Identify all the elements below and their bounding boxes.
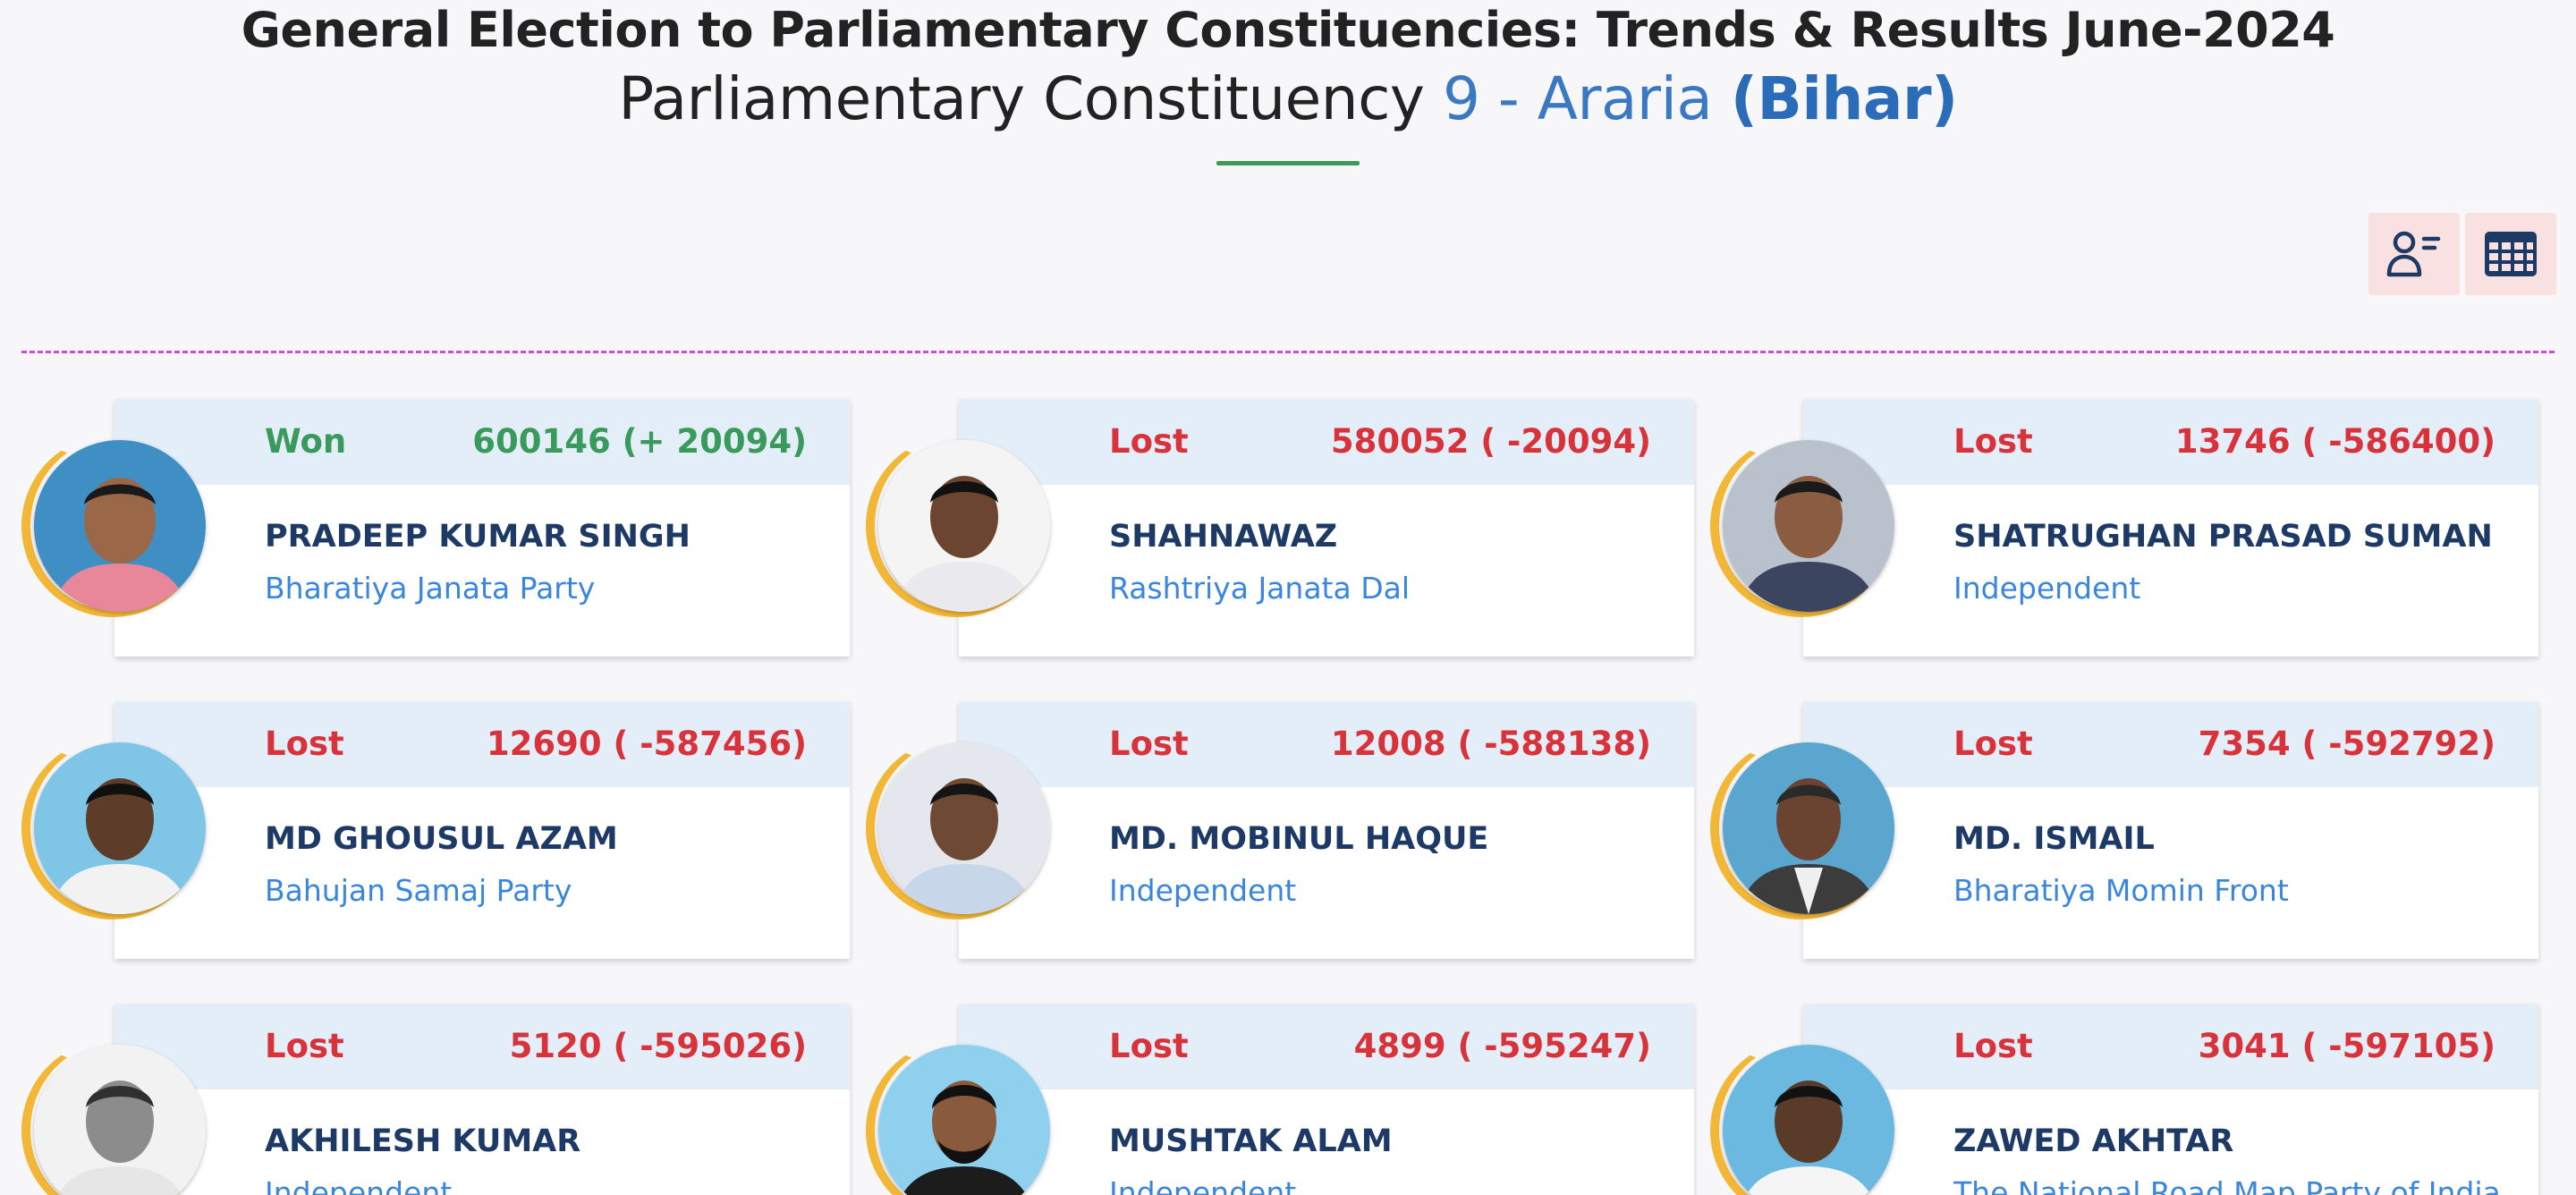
candidate-photo (34, 440, 206, 612)
party-name: The National Road Map Party of India (1953, 1175, 2501, 1195)
candidate-card[interactable]: Lost 5120 ( -595026) AKHILESH KUMAR Inde… (21, 1004, 850, 1195)
card-header: Lost 3041 ( -597105) (1803, 1004, 2538, 1089)
photo-ring (866, 435, 1048, 617)
result-status: Lost (1109, 422, 1189, 461)
candidate-name: ZAWED AKHTAR (1953, 1123, 2234, 1159)
candidate-card[interactable]: Lost 580052 ( -20094) SHAHNAWAZ Rashtriy… (866, 399, 1694, 658)
card-header: Lost 5120 ( -595026) (114, 1004, 850, 1089)
heading-underline (1216, 161, 1360, 165)
candidate-card[interactable]: Lost 3041 ( -597105) ZAWED AKHTAR The Na… (1710, 1004, 2538, 1195)
card-body: Lost 580052 ( -20094) SHAHNAWAZ Rashtriy… (959, 399, 1694, 657)
card-header: Lost 7354 ( -592792) (1803, 701, 2538, 787)
candidate-card[interactable]: Lost 12690 ( -587456) MD GHOUSUL AZAM Ba… (21, 701, 850, 961)
vote-count: 12008 ( -588138) (1330, 725, 1651, 763)
candidate-name: SHAHNAWAZ (1109, 519, 1338, 555)
card-body: Lost 5120 ( -595026) AKHILESH KUMAR Inde… (114, 1004, 850, 1195)
vote-count: 600146 (+ 20094) (472, 422, 807, 461)
candidate-photo (1723, 742, 1894, 914)
party-name: Independent (1109, 873, 1297, 908)
candidate-card[interactable]: Lost 12008 ( -588138) MD. MOBINUL HAQUE … (866, 701, 1694, 961)
candidate-name: MD. ISMAIL (1953, 821, 2155, 857)
candidate-name: MUSHTAK ALAM (1109, 1123, 1393, 1159)
card-header: Lost 4899 ( -595247) (959, 1004, 1694, 1089)
result-status: Lost (1953, 1027, 2033, 1065)
result-status: Lost (1109, 1027, 1189, 1065)
vote-count: 3041 ( -597105) (2198, 1027, 2496, 1065)
candidate-photo (1723, 1045, 1894, 1195)
result-status: Lost (1953, 725, 2033, 763)
party-name: Independent (1109, 1175, 1297, 1195)
candidate-photo (34, 1045, 206, 1195)
result-status: Won (265, 422, 347, 461)
candidate-card[interactable]: Lost 7354 ( -592792) MD. ISMAIL Bharatiy… (1710, 701, 2538, 961)
constituency-state: (Bihar) (1730, 64, 1958, 133)
result-status: Lost (265, 1027, 344, 1065)
photo-ring (1710, 435, 1893, 617)
candidate-photo (34, 742, 206, 914)
card-body: Lost 12690 ( -587456) MD GHOUSUL AZAM Ba… (114, 701, 850, 959)
candidate-photo (878, 1045, 1050, 1195)
party-name: Bharatiya Momin Front (1953, 873, 2289, 908)
candidate-photo (1723, 440, 1894, 612)
party-name: Independent (265, 1175, 453, 1195)
photo-ring (21, 1039, 204, 1195)
vote-count: 7354 ( -592792) (2198, 725, 2496, 763)
candidate-photo (878, 440, 1050, 612)
candidate-name: AKHILESH KUMAR (265, 1123, 581, 1159)
card-body: Lost 7354 ( -592792) MD. ISMAIL Bharatiy… (1803, 701, 2538, 959)
party-name: Bahujan Samaj Party (265, 873, 572, 908)
card-body: Lost 4899 ( -595247) MUSHTAK ALAM Indepe… (959, 1004, 1694, 1195)
constituency-prefix: Parliamentary Constituency (618, 64, 1425, 133)
vote-count: 4899 ( -595247) (1353, 1027, 1651, 1065)
photo-ring (866, 1039, 1048, 1195)
party-name: Rashtriya Janata Dal (1109, 571, 1410, 606)
vote-count: 580052 ( -20094) (1330, 422, 1651, 461)
candidate-name: MD. MOBINUL HAQUE (1109, 821, 1489, 857)
vote-count: 12690 ( -587456) (486, 725, 807, 763)
candidate-view-button[interactable] (2368, 213, 2460, 295)
candidate-card[interactable]: Lost 4899 ( -595247) MUSHTAK ALAM Indepe… (866, 1004, 1694, 1195)
table-view-button[interactable] (2465, 213, 2556, 295)
vote-count: 13746 ( -586400) (2174, 422, 2496, 461)
card-header: Lost 12008 ( -588138) (959, 701, 1694, 787)
card-header: Lost 580052 ( -20094) (959, 399, 1694, 485)
photo-ring (21, 737, 204, 920)
photo-ring (1710, 737, 1893, 920)
user-list-icon (2386, 231, 2441, 277)
card-header: Lost 13746 ( -586400) (1803, 399, 2538, 485)
result-status: Lost (1109, 725, 1189, 763)
table-grid-icon (2485, 232, 2537, 276)
photo-ring (1710, 1039, 1893, 1195)
constituency-number: 9 - Araria (1442, 64, 1713, 133)
card-header: Won 600146 (+ 20094) (114, 399, 850, 485)
result-status: Lost (265, 725, 344, 763)
photo-ring (21, 435, 204, 617)
page-title: General Election to Parliamentary Consti… (241, 2, 2335, 58)
candidate-name: PRADEEP KUMAR SINGH (265, 519, 691, 555)
result-status: Lost (1953, 422, 2033, 461)
candidate-name: MD GHOUSUL AZAM (265, 821, 618, 857)
party-name: Independent (1953, 571, 2141, 606)
candidate-name: SHATRUGHAN PRASAD SUMAN (1953, 519, 2493, 555)
candidate-card[interactable]: Won 600146 (+ 20094) PRADEEP KUMAR SINGH… (21, 399, 850, 658)
section-divider (21, 351, 2555, 353)
card-body: Lost 3041 ( -597105) ZAWED AKHTAR The Na… (1803, 1004, 2538, 1195)
candidate-photo (878, 742, 1050, 914)
card-body: Lost 12008 ( -588138) MD. MOBINUL HAQUE … (959, 701, 1694, 959)
party-name: Bharatiya Janata Party (265, 571, 596, 606)
card-header: Lost 12690 ( -587456) (114, 701, 850, 787)
photo-ring (866, 737, 1048, 920)
card-body: Won 600146 (+ 20094) PRADEEP KUMAR SINGH… (114, 399, 850, 657)
candidate-card[interactable]: Lost 13746 ( -586400) SHATRUGHAN PRASAD … (1710, 399, 2538, 658)
vote-count: 5120 ( -595026) (509, 1027, 807, 1065)
card-body: Lost 13746 ( -586400) SHATRUGHAN PRASAD … (1803, 399, 2538, 657)
constituency-heading: Parliamentary Constituency 9 - Araria (B… (0, 64, 2576, 133)
